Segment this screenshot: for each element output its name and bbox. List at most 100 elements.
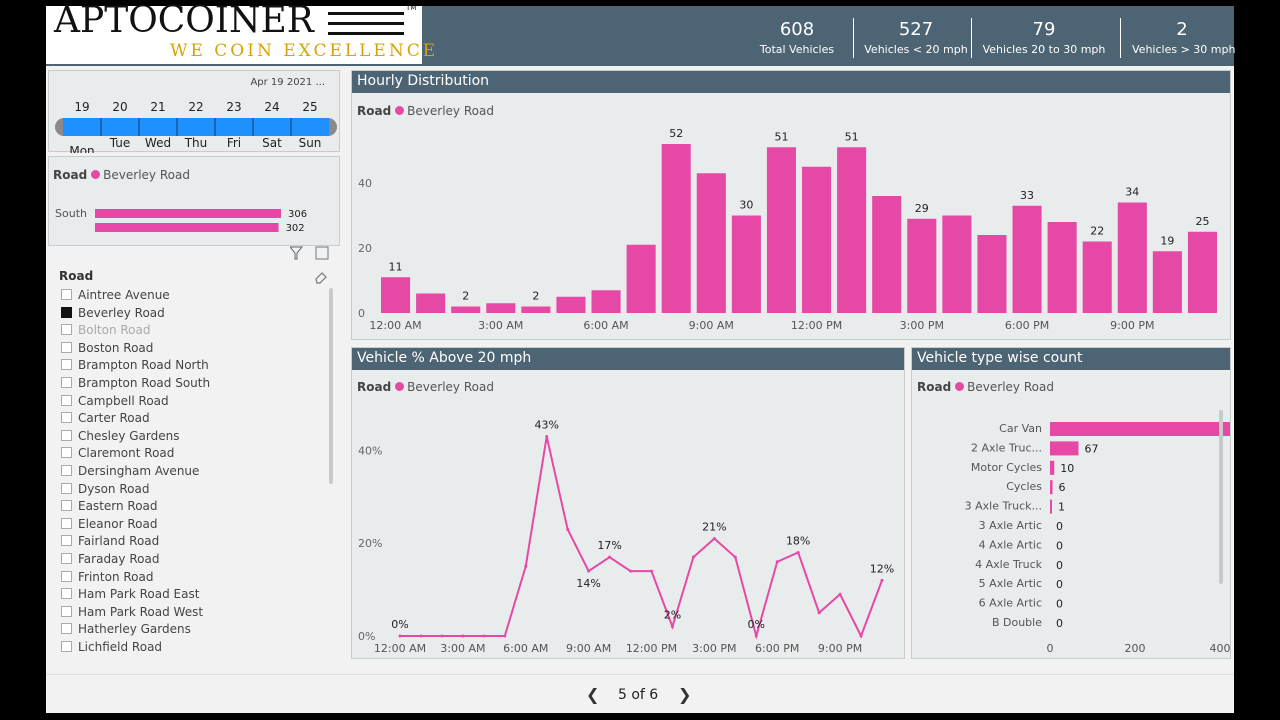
- next-page-icon[interactable]: ❯: [678, 685, 692, 704]
- road-option-label: Ham Park Road West: [78, 604, 204, 619]
- vehicle-type-bar[interactable]: [1050, 499, 1052, 514]
- direction-bar[interactable]: [95, 223, 279, 232]
- hourly-bar[interactable]: [1012, 205, 1042, 313]
- vehicle-type-bar[interactable]: [1050, 422, 1230, 436]
- vehicle-type-category: Car Van: [999, 422, 1042, 435]
- road-option[interactable]: Ham Park Road West: [61, 605, 203, 621]
- direction-bar[interactable]: [95, 209, 281, 218]
- road-option[interactable]: Dersingham Avenue: [61, 464, 199, 480]
- road-checkbox[interactable]: [61, 359, 72, 371]
- legend-title: Road: [357, 380, 392, 394]
- road-option[interactable]: Aintree Avenue: [61, 288, 170, 304]
- road-option[interactable]: Claremont Road: [61, 446, 174, 462]
- hourly-bar[interactable]: [1187, 231, 1217, 313]
- date-range-fill[interactable]: [63, 118, 329, 136]
- road-checkbox[interactable]: [61, 289, 72, 300]
- road-checkbox[interactable]: [61, 465, 72, 476]
- vehicle-type-value: 67: [1084, 442, 1098, 455]
- eraser-icon[interactable]: [314, 270, 328, 284]
- road-checkbox[interactable]: [61, 482, 72, 494]
- filter-icon[interactable]: [290, 246, 304, 260]
- vehicle-type-value: 0: [1056, 617, 1063, 630]
- road-option[interactable]: Brampton Road South: [61, 376, 210, 392]
- hourly-bar[interactable]: [802, 166, 832, 313]
- road-checkbox[interactable]: [61, 500, 72, 512]
- road-option[interactable]: Hatherley Gardens: [61, 622, 191, 638]
- vehicle-type-bar[interactable]: [1050, 460, 1055, 475]
- hourly-bar[interactable]: [1152, 251, 1182, 313]
- road-option[interactable]: Boston Road: [61, 341, 153, 357]
- road-checkbox[interactable]: [61, 306, 72, 318]
- road-checkbox[interactable]: [61, 641, 72, 652]
- road-option[interactable]: Frinton Road: [61, 570, 153, 586]
- vehicle-type-value: 10: [1060, 462, 1074, 475]
- road-option[interactable]: Fairland Road: [61, 534, 159, 550]
- hourly-bar[interactable]: [521, 306, 551, 314]
- road-option[interactable]: Chesley Gardens: [61, 429, 179, 445]
- road-checkbox[interactable]: [61, 517, 72, 529]
- road-checkbox[interactable]: [61, 412, 72, 424]
- road-option[interactable]: Bolton Road: [61, 323, 151, 339]
- road-checkbox[interactable]: [61, 429, 72, 441]
- road-list-scrollbar[interactable]: [329, 288, 333, 484]
- road-checkbox[interactable]: [61, 623, 72, 635]
- hourly-data-label: 34: [1125, 186, 1139, 199]
- speed-line[interactable]: 0% 20% 40% 0% 43% 14% 17% 2% 21% 0% 18% 12% 12:00 AM…: [352, 348, 904, 658]
- road-checkbox[interactable]: [61, 324, 72, 336]
- speed-series-line: [400, 436, 883, 640]
- road-checkbox[interactable]: [61, 377, 72, 388]
- hourly-bar[interactable]: [591, 290, 621, 313]
- road-option[interactable]: Dyson Road: [61, 482, 149, 498]
- hourly-bar[interactable]: [1117, 202, 1147, 314]
- hourly-bar[interactable]: [416, 293, 446, 314]
- date-range-label: Apr 19 2021 ...: [250, 77, 325, 88]
- road-option[interactable]: Eleanor Road: [61, 517, 157, 533]
- direction-bars[interactable]: South 306 302: [49, 157, 341, 247]
- road-option[interactable]: Eastern Road: [61, 499, 158, 515]
- road-option[interactable]: Brampton Road North: [61, 358, 209, 374]
- hourly-bar[interactable]: [942, 215, 972, 314]
- road-checkbox[interactable]: [61, 341, 72, 353]
- road-checkbox[interactable]: [61, 394, 72, 406]
- hourly-bar[interactable]: [977, 235, 1007, 313]
- road-option[interactable]: Carter Road: [61, 411, 150, 427]
- vehicle-type-bar[interactable]: [1050, 441, 1079, 456]
- speed-data-label: 17%: [597, 539, 621, 552]
- road-checkbox[interactable]: [61, 553, 72, 564]
- hourly-bar[interactable]: [907, 218, 937, 313]
- kpi-over-30: 2 Vehicles > 30 mph: [1132, 6, 1235, 64]
- hourly-bar[interactable]: [1047, 222, 1077, 313]
- report-canvas: APTOCOINER TM WE COIN EXCELLENCE 608 Tot…: [46, 0, 1235, 713]
- hourly-bar[interactable]: [1082, 241, 1112, 314]
- road-option[interactable]: Ham Park Road East: [61, 587, 199, 603]
- road-checkbox[interactable]: [61, 588, 72, 600]
- vehicle-type-bar[interactable]: [1050, 480, 1053, 495]
- hourly-bar[interactable]: [626, 244, 656, 313]
- hourly-bar[interactable]: [766, 147, 796, 313]
- hourly-bar[interactable]: [731, 215, 761, 314]
- vehicle-type-scrollbar[interactable]: [1219, 410, 1223, 584]
- hourly-bar[interactable]: [837, 147, 867, 313]
- hourly-bar[interactable]: [556, 296, 586, 313]
- road-checkbox[interactable]: [61, 570, 72, 582]
- hourly-bar[interactable]: [696, 173, 726, 313]
- road-checkbox[interactable]: [61, 447, 72, 459]
- hourly-bar[interactable]: [661, 144, 691, 313]
- hourly-bar[interactable]: [872, 196, 902, 313]
- road-checkbox[interactable]: [61, 535, 72, 547]
- road-option[interactable]: Faraday Road: [61, 552, 159, 568]
- hourly-bar[interactable]: [451, 306, 481, 314]
- prev-page-icon[interactable]: ❮: [586, 685, 600, 704]
- hourly-bar[interactable]: [486, 303, 516, 313]
- road-option[interactable]: Campbell Road: [61, 394, 169, 410]
- speed-point: [566, 527, 570, 531]
- expand-icon[interactable]: [315, 246, 329, 260]
- road-option-label: Dyson Road: [78, 481, 150, 496]
- road-option[interactable]: Lichfield Road: [61, 640, 162, 656]
- hourly-bar[interactable]: [381, 277, 411, 313]
- road-option[interactable]: Beverley Road: [61, 306, 165, 322]
- road-checkbox[interactable]: [61, 605, 72, 617]
- date-timeline[interactable]: 19 Mon 20 Tue 21 Wed 22 Thu 23 Fri 24 Sat 25 Sun: [49, 71, 341, 153]
